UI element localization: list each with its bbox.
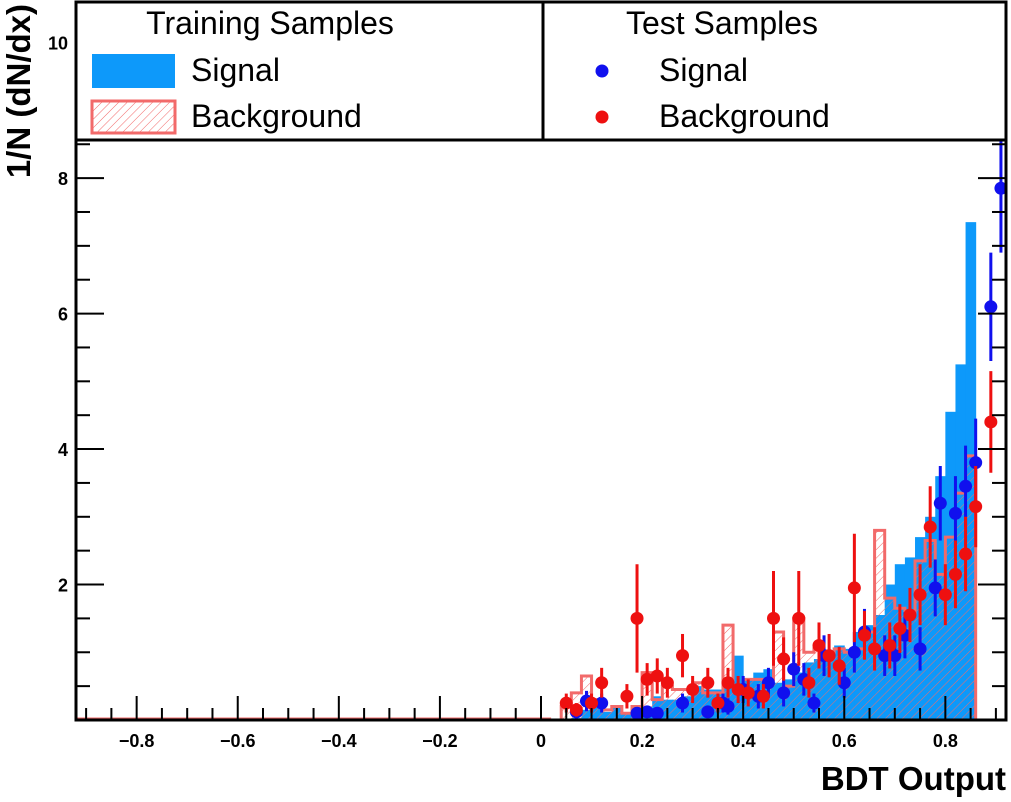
legend-training-title: Training Samples	[146, 5, 394, 41]
legend: Training Samples Test Samples Signal Bac…	[74, 0, 1008, 142]
test-background-marker	[777, 652, 791, 666]
test-background-marker	[832, 659, 846, 673]
test-signal-marker	[787, 662, 801, 676]
plot-frame	[74, 0, 1008, 722]
test-background-marker	[676, 649, 690, 663]
test-signal-marker	[994, 181, 1006, 195]
test-background-marker	[701, 676, 715, 690]
test-background-marker	[595, 676, 609, 690]
test-background-marker	[686, 683, 700, 697]
test-background-marker	[630, 611, 644, 625]
test-background-marker	[620, 689, 634, 703]
test-background-marker	[721, 676, 735, 690]
test-background-marker	[948, 567, 962, 581]
legend-test-background-label: Background	[659, 98, 830, 134]
test-signal-marker	[676, 696, 690, 710]
test-signal-marker	[650, 706, 664, 720]
x-axis-title: BDT Output	[821, 760, 1006, 797]
test-background-marker	[868, 642, 882, 656]
test-background-marker	[913, 588, 927, 602]
test-background-marker	[822, 649, 836, 663]
test-background-marker	[640, 672, 654, 686]
x-tick-label: −0.2	[422, 731, 458, 751]
test-background-marker	[569, 703, 583, 717]
test-signal-marker	[807, 696, 821, 710]
test-background-marker	[938, 588, 952, 602]
test-signal-marker	[837, 676, 851, 690]
test-signal-marker	[959, 479, 973, 493]
test-background-marker	[812, 638, 826, 652]
legend-test-signal-label: Signal	[659, 52, 748, 88]
test-signal-marker	[948, 506, 962, 520]
test-background-marker	[767, 611, 780, 625]
test-background-marker	[923, 520, 937, 534]
test-background-points	[559, 371, 998, 717]
test-signal-marker	[984, 300, 998, 314]
test-background-marker	[792, 611, 806, 625]
test-signal-marker	[933, 496, 947, 510]
test-background-marker	[959, 547, 973, 561]
test-background-marker	[802, 676, 816, 690]
test-signal-marker	[777, 686, 791, 700]
x-tick-label: 0.6	[832, 731, 857, 751]
test-background-marker	[711, 696, 725, 710]
test-background-marker	[650, 669, 664, 683]
test-signal-marker	[630, 706, 644, 720]
x-axis-tick-labels: −0.8 −0.6 −0.4 −0.2 0 0.2 0.4 0.6 0.8	[119, 731, 958, 751]
test-background-marker	[893, 622, 907, 636]
test-signal-marker	[721, 699, 735, 713]
legend-training-background-label: Background	[191, 98, 362, 134]
y-tick-label: 4	[58, 440, 68, 460]
x-tick-label: 0	[536, 731, 546, 751]
y-tick-label: 10	[48, 34, 68, 54]
plot-area	[76, 123, 1006, 720]
legend-training-signal-label: Signal	[191, 52, 280, 88]
test-signal-marker	[888, 649, 902, 663]
y-axis-tick-labels: 2 4 6 8 10	[48, 34, 68, 596]
test-signal-marker	[595, 696, 609, 710]
test-background-marker	[660, 676, 674, 690]
x-tick-label: 0.8	[933, 731, 958, 751]
test-background-marker	[559, 696, 573, 710]
test-background-marker	[731, 683, 745, 697]
legend-test-signal-marker	[595, 64, 609, 78]
x-tick-label: 0.2	[630, 731, 655, 751]
legend-test-background-marker	[595, 110, 609, 124]
test-signal-marker	[847, 645, 861, 659]
test-signal-marker	[969, 456, 983, 470]
legend-training-background-swatch	[90, 99, 177, 135]
x-tick-label: −0.4	[321, 731, 357, 751]
test-signal-marker	[761, 676, 775, 690]
test-background-marker	[741, 686, 755, 700]
test-signal-marker	[913, 642, 927, 656]
legend-test-title: Test Samples	[626, 5, 818, 41]
test-background-marker	[883, 638, 897, 652]
test-background-marker	[903, 608, 917, 622]
test-signal-marker	[640, 705, 654, 719]
test-signal-marker	[878, 649, 892, 663]
test-background-marker	[984, 415, 998, 429]
x-tick-label: −0.8	[119, 731, 155, 751]
test-signal-marker	[928, 581, 942, 595]
x-tick-label: −0.6	[220, 731, 256, 751]
legend-training-signal-swatch	[92, 54, 175, 88]
x-tick-label: 0.4	[731, 731, 756, 751]
test-background-marker	[847, 581, 861, 595]
test-background-marker	[585, 696, 599, 710]
test-background-marker	[969, 500, 983, 514]
test-background-marker	[756, 689, 770, 703]
legend-box	[74, 0, 1008, 142]
y-tick-label: 8	[58, 169, 68, 189]
test-signal-marker	[701, 705, 715, 719]
y-tick-label: 2	[58, 576, 68, 596]
y-axis-title: 1/N (dN/dx)	[0, 4, 37, 178]
test-background-marker	[857, 628, 871, 642]
y-tick-label: 6	[58, 305, 68, 325]
